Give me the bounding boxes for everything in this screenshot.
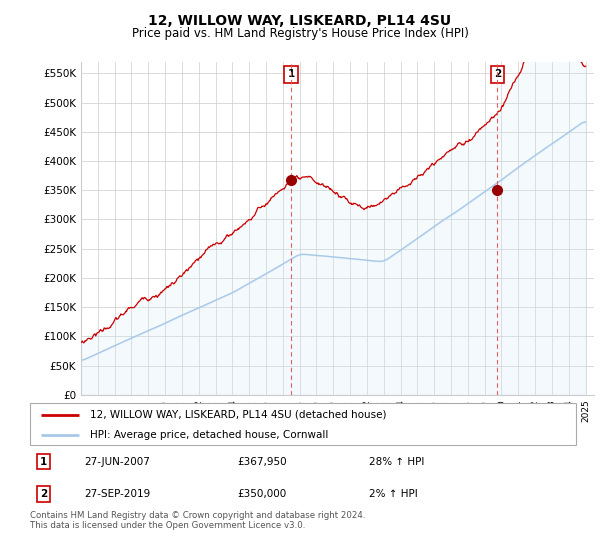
Text: £367,950: £367,950 [238, 456, 287, 466]
FancyBboxPatch shape [30, 403, 576, 445]
Text: 27-SEP-2019: 27-SEP-2019 [85, 489, 151, 499]
Text: HPI: Average price, detached house, Cornwall: HPI: Average price, detached house, Corn… [90, 430, 328, 440]
Text: 2% ↑ HPI: 2% ↑ HPI [368, 489, 417, 499]
Text: 2: 2 [494, 69, 501, 80]
Text: 1: 1 [40, 456, 47, 466]
Text: 12, WILLOW WAY, LISKEARD, PL14 4SU (detached house): 12, WILLOW WAY, LISKEARD, PL14 4SU (deta… [90, 410, 386, 420]
Text: 27-JUN-2007: 27-JUN-2007 [85, 456, 151, 466]
Text: 2: 2 [40, 489, 47, 499]
Text: Contains HM Land Registry data © Crown copyright and database right 2024.
This d: Contains HM Land Registry data © Crown c… [30, 511, 365, 530]
Text: 28% ↑ HPI: 28% ↑ HPI [368, 456, 424, 466]
Text: 12, WILLOW WAY, LISKEARD, PL14 4SU: 12, WILLOW WAY, LISKEARD, PL14 4SU [148, 14, 452, 28]
Text: 1: 1 [287, 69, 295, 80]
Text: £350,000: £350,000 [238, 489, 287, 499]
Text: Price paid vs. HM Land Registry's House Price Index (HPI): Price paid vs. HM Land Registry's House … [131, 27, 469, 40]
